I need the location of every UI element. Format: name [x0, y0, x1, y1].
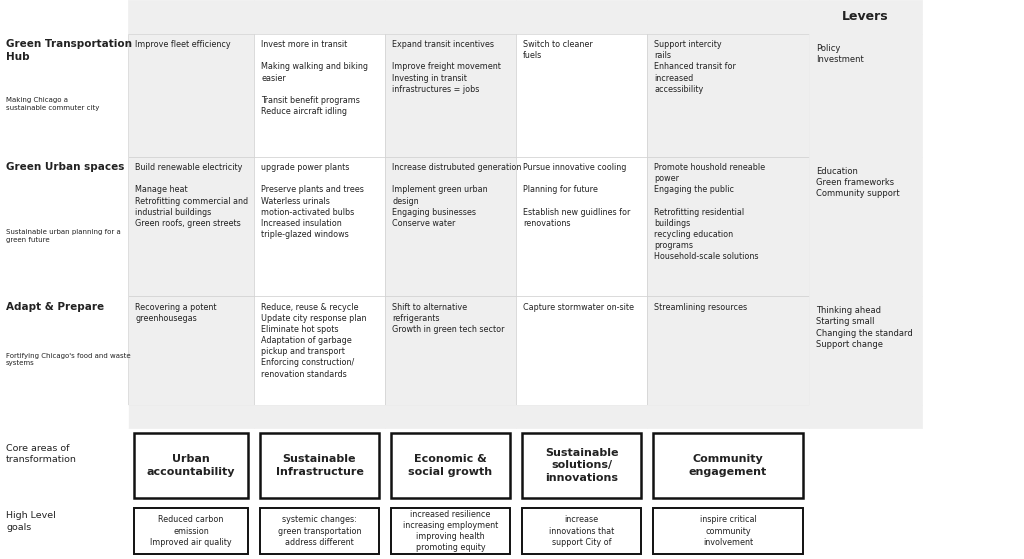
Text: increase
innovations that
support City of: increase innovations that support City o… — [549, 515, 614, 547]
FancyBboxPatch shape — [385, 157, 516, 296]
FancyBboxPatch shape — [522, 433, 641, 498]
Text: Making Chicago a
sustainable commuter city: Making Chicago a sustainable commuter ci… — [6, 97, 99, 111]
FancyBboxPatch shape — [647, 296, 809, 405]
Text: Community
engagement: Community engagement — [689, 454, 767, 477]
FancyBboxPatch shape — [809, 157, 922, 296]
Text: Sustainable
solutions/
innovations: Sustainable solutions/ innovations — [545, 448, 618, 483]
Text: Build renewable electricity

Manage heat
Retrofitting commercial and
industrial : Build renewable electricity Manage heat … — [135, 163, 248, 228]
Text: Core areas of
transformation: Core areas of transformation — [6, 444, 77, 465]
FancyBboxPatch shape — [128, 157, 254, 296]
Text: Pursue innovative cooling

Planning for future

Establish new guidlines for
reno: Pursue innovative cooling Planning for f… — [523, 163, 631, 228]
FancyBboxPatch shape — [385, 405, 516, 428]
FancyBboxPatch shape — [391, 508, 510, 554]
FancyBboxPatch shape — [809, 405, 922, 428]
Text: Reduce, reuse & recycle
Update city response plan
Eliminate hot spots
Adaptation: Reduce, reuse & recycle Update city resp… — [261, 303, 367, 378]
FancyBboxPatch shape — [0, 405, 128, 428]
FancyBboxPatch shape — [260, 508, 379, 554]
Text: Capture stormwater on-site: Capture stormwater on-site — [523, 303, 634, 312]
Text: High Level
goals: High Level goals — [6, 511, 56, 532]
Text: Shift to alternative
refrigerants
Growth in green tech sector: Shift to alternative refrigerants Growth… — [392, 303, 505, 334]
Text: Green Urban spaces: Green Urban spaces — [6, 162, 125, 172]
FancyBboxPatch shape — [516, 296, 647, 405]
Text: Support intercity
rails
Enhanced transit for
increased
accessibility: Support intercity rails Enhanced transit… — [654, 40, 736, 94]
Text: Green Transportation
Hub: Green Transportation Hub — [6, 39, 132, 61]
FancyBboxPatch shape — [260, 433, 379, 498]
Text: Streamlining resources: Streamlining resources — [654, 303, 748, 312]
FancyBboxPatch shape — [516, 0, 647, 34]
FancyBboxPatch shape — [254, 405, 385, 428]
FancyBboxPatch shape — [254, 157, 385, 296]
FancyBboxPatch shape — [385, 296, 516, 405]
FancyBboxPatch shape — [128, 34, 254, 157]
FancyBboxPatch shape — [128, 296, 254, 405]
Text: Urban
accountability: Urban accountability — [146, 454, 236, 477]
FancyBboxPatch shape — [516, 34, 647, 157]
Text: Sustainable
Infrastructure: Sustainable Infrastructure — [275, 454, 364, 477]
FancyBboxPatch shape — [134, 508, 248, 554]
FancyBboxPatch shape — [809, 34, 922, 157]
FancyBboxPatch shape — [254, 296, 385, 405]
FancyBboxPatch shape — [647, 157, 809, 296]
FancyBboxPatch shape — [0, 296, 128, 405]
FancyBboxPatch shape — [516, 157, 647, 296]
Text: Levers: Levers — [842, 10, 889, 23]
FancyBboxPatch shape — [647, 0, 809, 34]
FancyBboxPatch shape — [653, 508, 803, 554]
FancyBboxPatch shape — [809, 0, 922, 34]
Text: Fortifying Chicago's food and waste
systems: Fortifying Chicago's food and waste syst… — [6, 353, 131, 367]
Text: Reduced carbon
emission
Improved air quality: Reduced carbon emission Improved air qua… — [151, 515, 231, 547]
FancyBboxPatch shape — [128, 0, 254, 34]
FancyBboxPatch shape — [385, 34, 516, 157]
FancyBboxPatch shape — [809, 296, 922, 405]
Text: Adapt & Prepare: Adapt & Prepare — [6, 302, 104, 312]
Text: Switch to cleaner
fuels: Switch to cleaner fuels — [523, 40, 593, 60]
Text: Promote houshold reneable
power
Engaging the public

Retrofitting residential
bu: Promote houshold reneable power Engaging… — [654, 163, 766, 261]
FancyBboxPatch shape — [647, 405, 809, 428]
Text: Improve fleet efficiency: Improve fleet efficiency — [135, 40, 230, 49]
FancyBboxPatch shape — [0, 157, 128, 296]
Text: Increase distrubuted generation

Implement green urban
design
Engaging businesse: Increase distrubuted generation Implemen… — [392, 163, 521, 228]
Text: upgrade power plants

Preserve plants and trees
Waterless urinals
motion-activat: upgrade power plants Preserve plants and… — [261, 163, 364, 239]
Text: Education
Green frameworks
Community support: Education Green frameworks Community sup… — [816, 167, 900, 198]
Text: Recovering a potent
greenhousegas: Recovering a potent greenhousegas — [135, 303, 217, 323]
Text: Invest more in transit

Making walking and biking
easier

Transit benefit progra: Invest more in transit Making walking an… — [261, 40, 368, 116]
Text: increased resilience
increasing employment
improving health
promoting equity: increased resilience increasing employme… — [402, 510, 499, 552]
FancyBboxPatch shape — [516, 405, 647, 428]
Text: systemic changes:
green transportation
address different: systemic changes: green transportation a… — [278, 515, 361, 547]
Text: Policy
Investment: Policy Investment — [816, 44, 864, 64]
Text: inspire critical
community
involvement: inspire critical community involvement — [699, 515, 757, 547]
FancyBboxPatch shape — [647, 34, 809, 157]
FancyBboxPatch shape — [254, 0, 385, 34]
FancyBboxPatch shape — [134, 433, 248, 498]
FancyBboxPatch shape — [391, 433, 510, 498]
Text: Thinking ahead
Starting small
Changing the standard
Support change: Thinking ahead Starting small Changing t… — [816, 306, 912, 349]
FancyBboxPatch shape — [0, 34, 128, 157]
Text: Sustainable urban planning for a
green future: Sustainable urban planning for a green f… — [6, 229, 121, 243]
Text: Economic &
social growth: Economic & social growth — [409, 454, 493, 477]
FancyBboxPatch shape — [254, 34, 385, 157]
Text: Expand transit incentives

Improve freight movement
Investing in transit
infrast: Expand transit incentives Improve freigh… — [392, 40, 501, 94]
FancyBboxPatch shape — [128, 405, 254, 428]
FancyBboxPatch shape — [385, 0, 516, 34]
FancyBboxPatch shape — [653, 433, 803, 498]
FancyBboxPatch shape — [522, 508, 641, 554]
